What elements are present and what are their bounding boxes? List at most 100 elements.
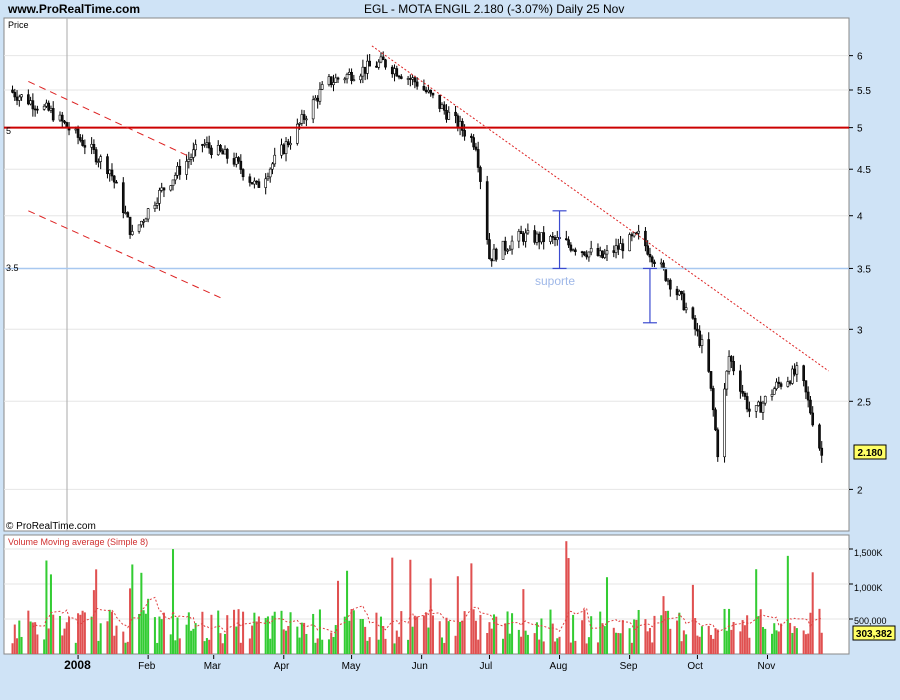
volume-bar — [463, 611, 466, 654]
volume-bar — [174, 640, 177, 654]
volume-bar — [628, 628, 631, 654]
volume-bar — [764, 628, 767, 654]
volume-tick-1000k: 1,000K — [854, 583, 883, 593]
candle — [158, 187, 161, 211]
volume-bar — [269, 638, 272, 654]
candle — [488, 232, 491, 260]
volume-bar — [264, 617, 267, 654]
volume-bar — [332, 636, 335, 654]
candle — [377, 59, 381, 70]
volume-bar — [809, 612, 812, 654]
candle — [791, 365, 794, 385]
candle — [809, 395, 812, 415]
candle — [115, 180, 118, 184]
volume-bar — [474, 620, 477, 654]
volume-bar — [440, 637, 444, 654]
volume-bar — [108, 609, 111, 654]
volume-bar — [748, 637, 751, 654]
candle — [772, 386, 776, 395]
candle — [203, 139, 206, 148]
volume-bar — [368, 637, 371, 654]
volume-bar — [556, 638, 559, 654]
volume-bar — [171, 549, 175, 654]
volume-bar — [285, 630, 288, 654]
last-price-badge: 2.180 — [853, 444, 887, 460]
volume-bar — [210, 614, 213, 654]
candle — [282, 143, 286, 155]
candle — [140, 220, 143, 228]
candle — [13, 88, 17, 101]
price-tick-label: 3 — [857, 325, 863, 336]
volume-bar — [425, 612, 428, 654]
candle — [621, 238, 625, 259]
volume-bar — [126, 641, 129, 654]
volume-bar — [346, 570, 349, 654]
volume-bar — [746, 615, 749, 654]
candle — [431, 92, 435, 99]
volume-bar — [343, 616, 346, 654]
candle — [266, 172, 270, 182]
volume-bar — [79, 614, 82, 654]
measure-bar-0 — [552, 210, 567, 270]
candle — [605, 245, 609, 262]
volume-chart: Volume Moving average (Simple 8) 1,500K … — [3, 534, 896, 655]
candle — [727, 350, 731, 375]
candle — [27, 89, 30, 106]
volume-bar — [667, 610, 670, 654]
volume-bar — [359, 618, 362, 654]
candle — [352, 74, 356, 82]
candle — [76, 125, 80, 145]
price-tick-label: 3.5 — [857, 264, 871, 275]
volume-bar — [818, 608, 821, 654]
price-corner-label: Price — [8, 20, 29, 30]
candle — [121, 177, 125, 219]
candle — [395, 65, 399, 77]
volume-bar — [352, 610, 355, 654]
volume-bar — [194, 623, 197, 654]
volume-bar — [203, 641, 206, 654]
candle — [305, 115, 308, 127]
volume-bar — [384, 638, 387, 654]
date-label: Oct — [687, 661, 703, 672]
candle — [384, 58, 387, 70]
candle — [743, 391, 747, 400]
candle — [131, 224, 134, 236]
volume-bar — [74, 642, 77, 654]
volume-bar — [542, 641, 545, 654]
candle — [476, 141, 480, 173]
candle — [350, 68, 353, 85]
volume-bar — [65, 622, 68, 654]
volume-bar — [605, 577, 609, 654]
volume-bar — [192, 628, 195, 654]
volume-bar — [190, 630, 193, 654]
candle — [503, 236, 507, 256]
candle — [126, 211, 130, 218]
volume-moving-average — [32, 596, 822, 634]
volume-bar — [122, 631, 125, 654]
candle — [137, 224, 141, 234]
volume-bar — [407, 639, 410, 654]
candle — [811, 406, 815, 427]
candle — [510, 235, 514, 255]
volume-bar — [664, 610, 667, 654]
volume-bar — [217, 610, 220, 654]
candle — [711, 385, 715, 417]
volume-bar — [124, 642, 127, 654]
price-tick-label: 5.5 — [857, 86, 871, 97]
volume-title: Volume Moving average (Simple 8) — [8, 537, 148, 547]
candle — [682, 290, 686, 311]
volume-bar — [31, 622, 34, 654]
date-label: Aug — [550, 661, 568, 672]
volume-bar — [569, 642, 572, 654]
candle — [112, 175, 116, 189]
candle — [698, 325, 701, 348]
candle — [684, 302, 688, 314]
last-price-value: 2.180 — [857, 448, 882, 459]
volume-bar — [427, 627, 430, 654]
candle — [628, 232, 631, 252]
candle — [51, 101, 55, 122]
candle — [97, 158, 100, 168]
volume-bar — [572, 614, 575, 654]
volume-bar — [248, 638, 251, 654]
volume-bar — [789, 622, 792, 654]
